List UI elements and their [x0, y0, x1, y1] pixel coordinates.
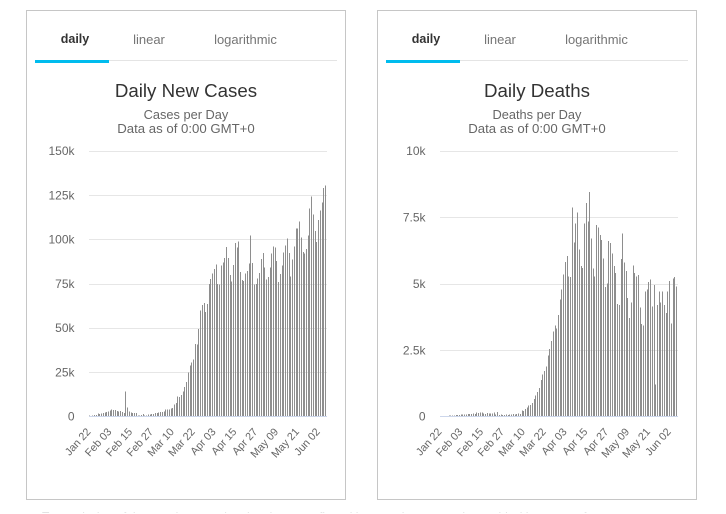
- svg-text:50k: 50k: [55, 321, 75, 335]
- svg-text:0: 0: [68, 410, 75, 424]
- svg-text:75k: 75k: [55, 277, 75, 291]
- svg-text:10k: 10k: [406, 144, 426, 158]
- svg-text:0: 0: [419, 410, 426, 424]
- svg-text:125k: 125k: [48, 188, 75, 202]
- svg-text:100k: 100k: [48, 233, 75, 247]
- svg-text:150k: 150k: [48, 144, 75, 158]
- svg-text:7.5k: 7.5k: [403, 211, 427, 225]
- svg-text:2.5k: 2.5k: [403, 343, 427, 357]
- svg-text:25k: 25k: [55, 365, 75, 379]
- svg-text:5k: 5k: [413, 277, 427, 291]
